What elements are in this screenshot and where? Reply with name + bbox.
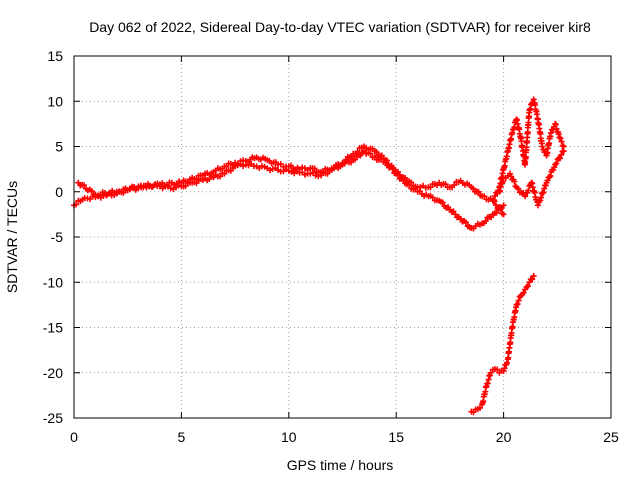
data-marker (504, 359, 511, 366)
data-marker (427, 184, 434, 191)
data-marker (481, 193, 488, 200)
data-marker (354, 148, 361, 155)
data-marker (482, 218, 489, 225)
data-marker (524, 283, 531, 290)
x-axis-label: GPS time / hours (287, 457, 394, 473)
data-point (500, 211, 507, 218)
data-marker (396, 171, 403, 178)
data-marker (452, 211, 459, 218)
data-points (71, 96, 567, 416)
series-late-rising-branches (489, 96, 567, 204)
x-tick-label: 10 (281, 429, 297, 445)
data-marker (544, 177, 551, 184)
data-marker (476, 404, 483, 411)
axis-ticks: -25 -20 -15 -10 -5 0 5 10 15 0 5 10 15 20 25 (43, 48, 619, 445)
y-tick-label: 10 (47, 93, 63, 109)
data-marker (352, 156, 359, 163)
x-tick-label: 15 (388, 429, 404, 445)
y-tick-label: -5 (51, 229, 64, 245)
data-point (539, 143, 546, 150)
data-marker (557, 155, 564, 162)
data-marker (514, 301, 521, 308)
series-late-descending-branches (496, 148, 567, 209)
y-tick-label: -15 (43, 320, 63, 336)
y-tick-label: 0 (55, 184, 63, 200)
y-axis-label: SDTVAR / TECUs (4, 181, 20, 293)
data-marker (442, 181, 449, 188)
data-marker (493, 209, 500, 216)
data-point (507, 170, 514, 177)
data-point (522, 193, 529, 200)
data-point (526, 279, 533, 286)
x-tick-label: 25 (603, 429, 619, 445)
data-marker (558, 151, 565, 158)
x-tick-label: 0 (70, 429, 78, 445)
data-marker (558, 138, 565, 145)
data-point (530, 272, 537, 279)
data-marker (494, 366, 501, 373)
data-point (547, 129, 554, 136)
data-marker (341, 159, 348, 166)
y-tick-label: -10 (43, 274, 63, 290)
data-marker (378, 152, 385, 159)
x-tick-label: 20 (496, 429, 512, 445)
data-point (556, 134, 563, 141)
data-marker (439, 199, 446, 206)
data-marker (527, 105, 534, 112)
data-marker (390, 164, 397, 171)
data-marker (501, 365, 508, 372)
y-tick-label: -20 (43, 365, 63, 381)
data-marker (497, 206, 504, 213)
y-tick-label: -25 (43, 410, 63, 426)
series-upper-band (75, 143, 507, 218)
data-marker (373, 148, 380, 155)
chart-title: Day 062 of 2022, Sidereal Day-to-day VTE… (89, 19, 591, 35)
data-point (560, 148, 567, 155)
data-marker (508, 173, 515, 180)
data-marker (525, 187, 532, 194)
x-tick-label: 5 (178, 429, 186, 445)
data-marker (520, 289, 527, 296)
data-marker (553, 160, 560, 167)
y-tick-label: 5 (55, 139, 63, 155)
data-marker (492, 192, 499, 199)
data-marker (515, 297, 522, 304)
data-point (513, 301, 520, 308)
plot-frame (73, 55, 612, 419)
data-marker (557, 135, 564, 142)
data-marker (511, 178, 518, 185)
data-marker (81, 182, 88, 189)
data-marker (515, 185, 522, 192)
data-marker (330, 165, 337, 172)
data-marker (475, 188, 482, 195)
data-marker (529, 276, 536, 283)
data-point (500, 202, 507, 209)
data-marker (451, 182, 458, 189)
data-point (487, 369, 494, 376)
data-marker (367, 150, 374, 157)
series-low-branch (468, 272, 537, 416)
grid-lines (74, 56, 611, 418)
data-marker (463, 219, 470, 226)
data-marker (547, 172, 554, 179)
data-marker (88, 187, 95, 194)
data-marker (490, 197, 497, 204)
data-marker (408, 179, 415, 186)
data-marker (383, 157, 390, 164)
data-marker (470, 185, 477, 192)
y-tick-label: 15 (47, 48, 63, 64)
